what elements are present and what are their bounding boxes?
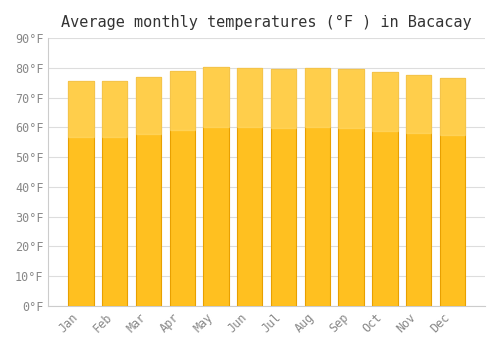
Bar [68, 81, 94, 138]
Bar [406, 75, 431, 133]
Bar [136, 77, 161, 134]
Bar [304, 68, 330, 127]
Bar [372, 72, 398, 306]
Bar [170, 71, 195, 130]
Bar [204, 67, 229, 306]
Bar [136, 77, 161, 306]
Bar [271, 69, 296, 306]
Bar [102, 80, 128, 306]
Bar [237, 68, 262, 306]
Bar [204, 67, 229, 127]
Bar [372, 72, 398, 131]
Bar [237, 68, 262, 127]
Bar [440, 78, 465, 135]
Bar [102, 80, 128, 137]
Bar [304, 68, 330, 306]
Bar [440, 78, 465, 306]
Bar [271, 69, 296, 128]
Bar [338, 69, 364, 306]
Title: Average monthly temperatures (°F ) in Bacacay: Average monthly temperatures (°F ) in Ba… [62, 15, 472, 30]
Bar [406, 75, 431, 306]
Bar [170, 71, 195, 306]
Bar [68, 81, 94, 306]
Bar [338, 69, 364, 128]
